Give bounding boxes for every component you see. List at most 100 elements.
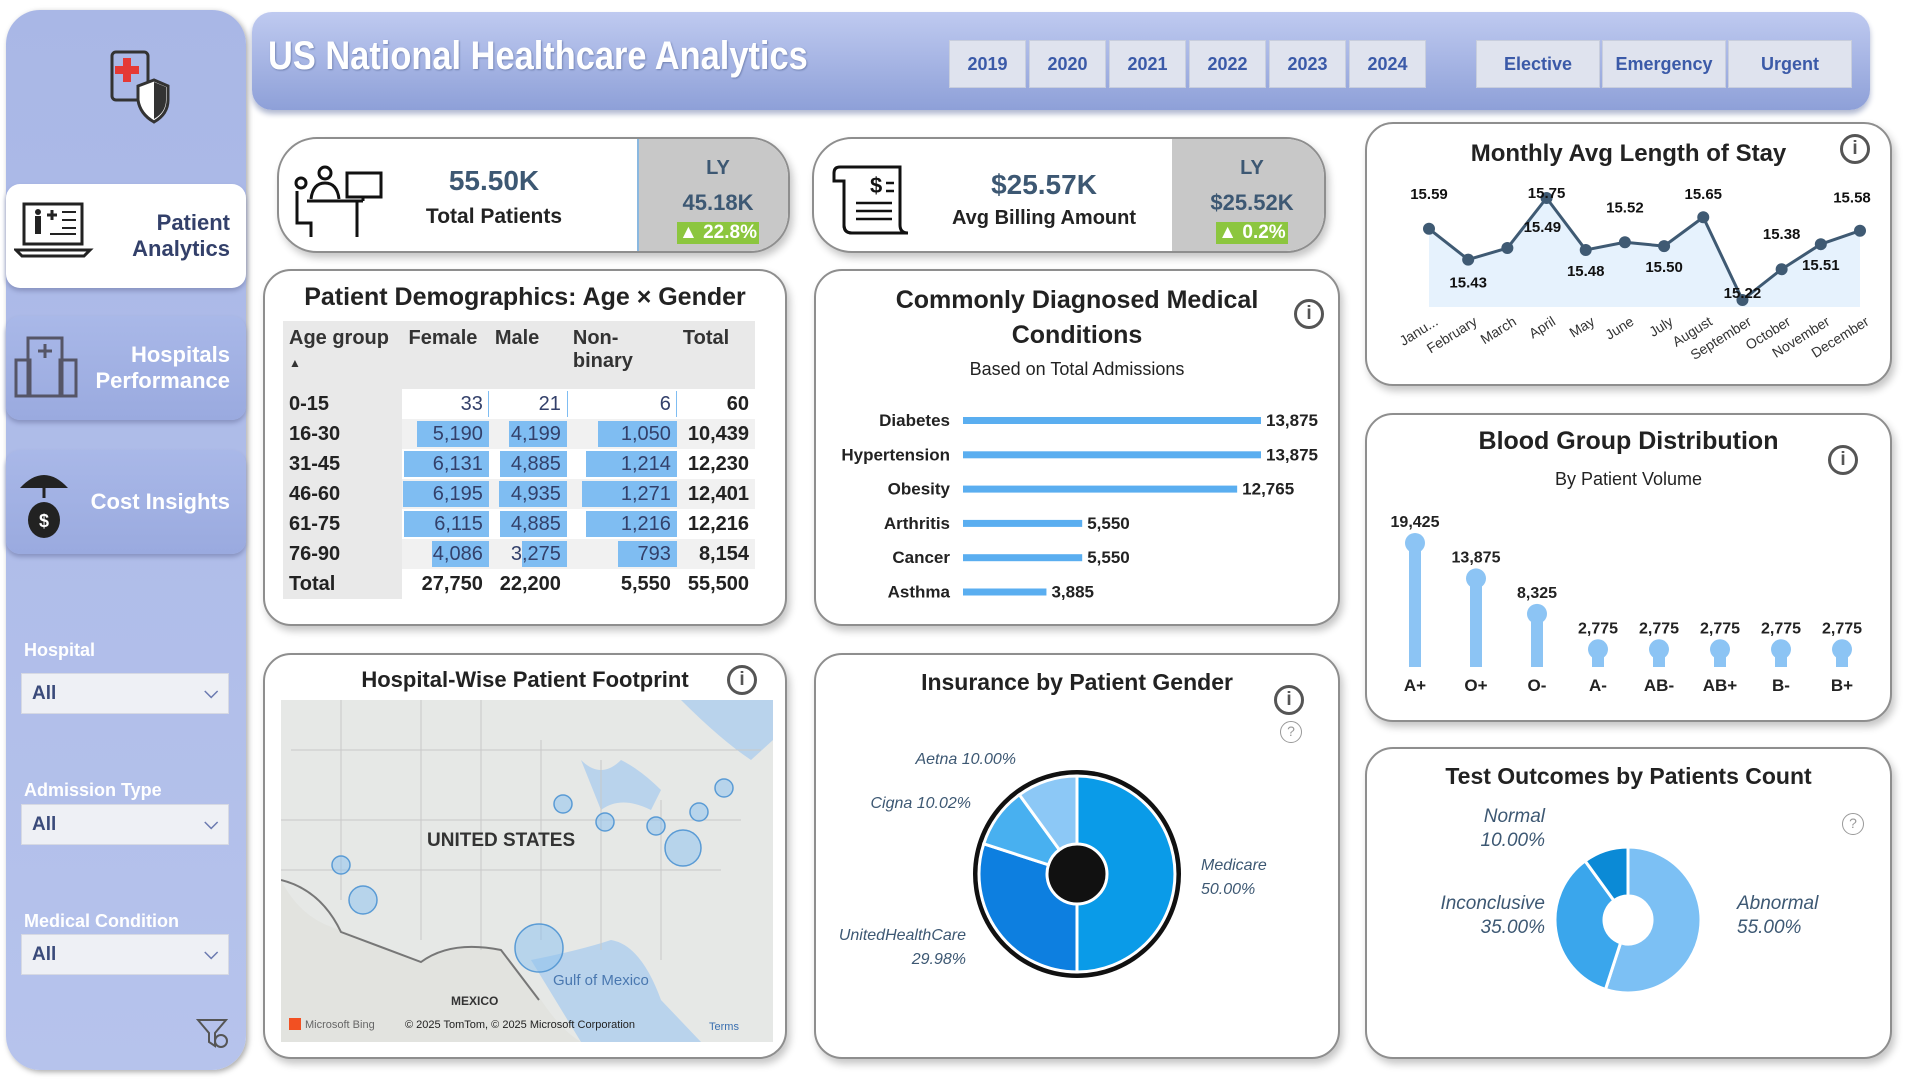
map-label-gulf: Gulf of Mexico xyxy=(553,972,649,989)
lollipop-stem xyxy=(1531,613,1543,667)
info-icon[interactable]: i xyxy=(727,665,757,695)
change-badge: ▲ 22.8% xyxy=(677,222,759,244)
help-icon[interactable]: ? xyxy=(1842,813,1864,835)
map-label-country: UNITED STATES xyxy=(427,830,575,851)
nav-cost-insights[interactable]: $ Cost Insights xyxy=(6,450,246,554)
age-group-cell: 76-90 xyxy=(283,539,403,569)
data-point xyxy=(1736,294,1749,306)
line-series xyxy=(1428,196,1861,302)
hospital-dropdown[interactable]: All ⌵ xyxy=(21,673,229,714)
data-bar xyxy=(403,451,489,477)
data-point xyxy=(1423,222,1435,235)
x-tick-label: B+ xyxy=(1831,676,1853,695)
elective-button[interactable]: Elective xyxy=(1476,40,1600,88)
x-tick-label: A+ xyxy=(1404,676,1426,695)
kpi-value: 55.50K xyxy=(448,165,540,196)
nav-patient-analytics[interactable]: Patient Analytics xyxy=(6,184,246,288)
patient-record-laptop-icon xyxy=(14,202,94,258)
data-bar xyxy=(586,451,677,477)
filter-label-hospital: Hospital xyxy=(24,640,96,660)
lollipop-head xyxy=(1649,639,1669,660)
page-title: US National Healthcare Analytics xyxy=(268,34,808,78)
value-cell: 6,195 xyxy=(402,479,489,509)
bar xyxy=(963,519,1083,527)
bar xyxy=(963,588,1047,596)
data-point xyxy=(1658,240,1671,253)
ly-label: LY xyxy=(1240,157,1264,179)
value-label: 5,550 xyxy=(1087,514,1130,533)
donut-slice xyxy=(1017,774,1079,852)
year-2021-button[interactable]: 2021 xyxy=(1109,40,1186,88)
data-label: 15.49 xyxy=(1524,219,1562,236)
demographics-table: Age group ▲ Female Male Non-binary Total … xyxy=(283,321,755,599)
lollipop-head xyxy=(1405,533,1425,553)
data-bar xyxy=(521,541,567,567)
col-age-group[interactable]: Age group ▲ xyxy=(283,321,403,389)
age-group-cell: 61-75 xyxy=(283,509,403,539)
age-group-cell: 31-45 xyxy=(283,449,403,479)
value-label: 2,775 xyxy=(1700,620,1740,637)
value-cell: 4,885 xyxy=(489,509,567,539)
total-cell: 8,154 xyxy=(676,539,755,569)
map-title: Hospital-Wise Patient Footprint xyxy=(361,667,689,692)
total-cell: 27,750 xyxy=(421,572,483,595)
nav-label: Patient Analytics xyxy=(132,210,230,261)
value-label: 5,550 xyxy=(1087,548,1130,567)
svg-text:$: $ xyxy=(870,173,882,198)
total-row: Total 27,750 22,200 5,550 55,500 xyxy=(283,569,755,599)
col-nonbinary[interactable]: Non-binary xyxy=(566,321,677,389)
urgent-button[interactable]: Urgent xyxy=(1728,40,1852,88)
chart-subtitle: By Patient Volume xyxy=(1554,469,1703,489)
patient-at-desk-icon xyxy=(294,165,383,237)
ly-label: LY xyxy=(706,157,730,179)
col-male[interactable]: Male xyxy=(488,321,567,389)
data-label: 15.65 xyxy=(1684,186,1722,203)
data-point xyxy=(1814,238,1827,251)
donut-slice xyxy=(1553,858,1623,992)
chevron-down-icon: ⌵ xyxy=(204,682,218,702)
nav-hospitals-performance[interactable]: Hospitals Performance xyxy=(6,316,246,420)
chart-title: Monthly Avg Length of Stay xyxy=(1470,140,1787,167)
col-total[interactable]: Total xyxy=(676,321,755,389)
slice-label: Cigna 10.02% xyxy=(870,795,971,812)
help-icon[interactable]: ? xyxy=(1280,721,1302,743)
x-tick-label: B- xyxy=(1772,676,1790,695)
terms-link[interactable]: Terms xyxy=(709,1021,739,1033)
slice-label: Abnormal 55.00% xyxy=(1736,893,1819,938)
data-point xyxy=(1854,224,1866,237)
kpi-label: Avg Billing Amount xyxy=(951,207,1137,229)
filter-label-medical-condition: Medical Condition xyxy=(24,911,179,931)
year-2020-button[interactable]: 2020 xyxy=(1029,40,1106,88)
conditions-bar-chart: Diabetes 13,875 Hypertension 13,875 Obesity 1… xyxy=(841,411,1318,602)
x-tick-label: March xyxy=(1477,313,1518,347)
value-cell: 4,086 xyxy=(402,539,489,569)
year-2022-button[interactable]: 2022 xyxy=(1189,40,1266,88)
col-female[interactable]: Female xyxy=(402,321,489,389)
clear-filter-icon[interactable] xyxy=(196,1016,230,1050)
total-cell: 10,439 xyxy=(676,419,755,449)
info-icon[interactable]: i xyxy=(1274,685,1304,715)
bar xyxy=(963,417,1261,424)
info-icon[interactable]: i xyxy=(1840,134,1870,164)
year-2019-button[interactable]: 2019 xyxy=(949,40,1026,88)
value-label: 13,875 xyxy=(1452,549,1501,566)
year-2024-button[interactable]: 2024 xyxy=(1349,40,1426,88)
value-label: 2,775 xyxy=(1822,620,1862,637)
info-icon[interactable]: i xyxy=(1828,445,1858,475)
data-label: 15.48 xyxy=(1567,263,1605,280)
data-label: 15.59 xyxy=(1410,186,1448,203)
data-bar xyxy=(498,481,567,507)
map-view[interactable]: UNITED STATES Gulf of Mexico MEXICO Micr… xyxy=(281,700,773,1042)
blood-group-card: Blood Group Distribution By Patient Volu… xyxy=(1365,413,1892,722)
svg-text:$: $ xyxy=(39,511,49,531)
year-2023-button[interactable]: 2023 xyxy=(1269,40,1346,88)
lollipop-head xyxy=(1527,603,1547,624)
emergency-button[interactable]: Emergency xyxy=(1602,40,1726,88)
line-area xyxy=(1429,198,1860,307)
info-icon[interactable]: i xyxy=(1294,299,1324,329)
kpi-label: Total Patients xyxy=(425,205,563,228)
data-bar xyxy=(416,421,489,447)
admission-type-dropdown[interactable]: All ⌵ xyxy=(21,804,229,845)
medical-condition-dropdown[interactable]: All ⌵ xyxy=(21,934,229,975)
total-cell: 12,230 xyxy=(687,452,749,475)
